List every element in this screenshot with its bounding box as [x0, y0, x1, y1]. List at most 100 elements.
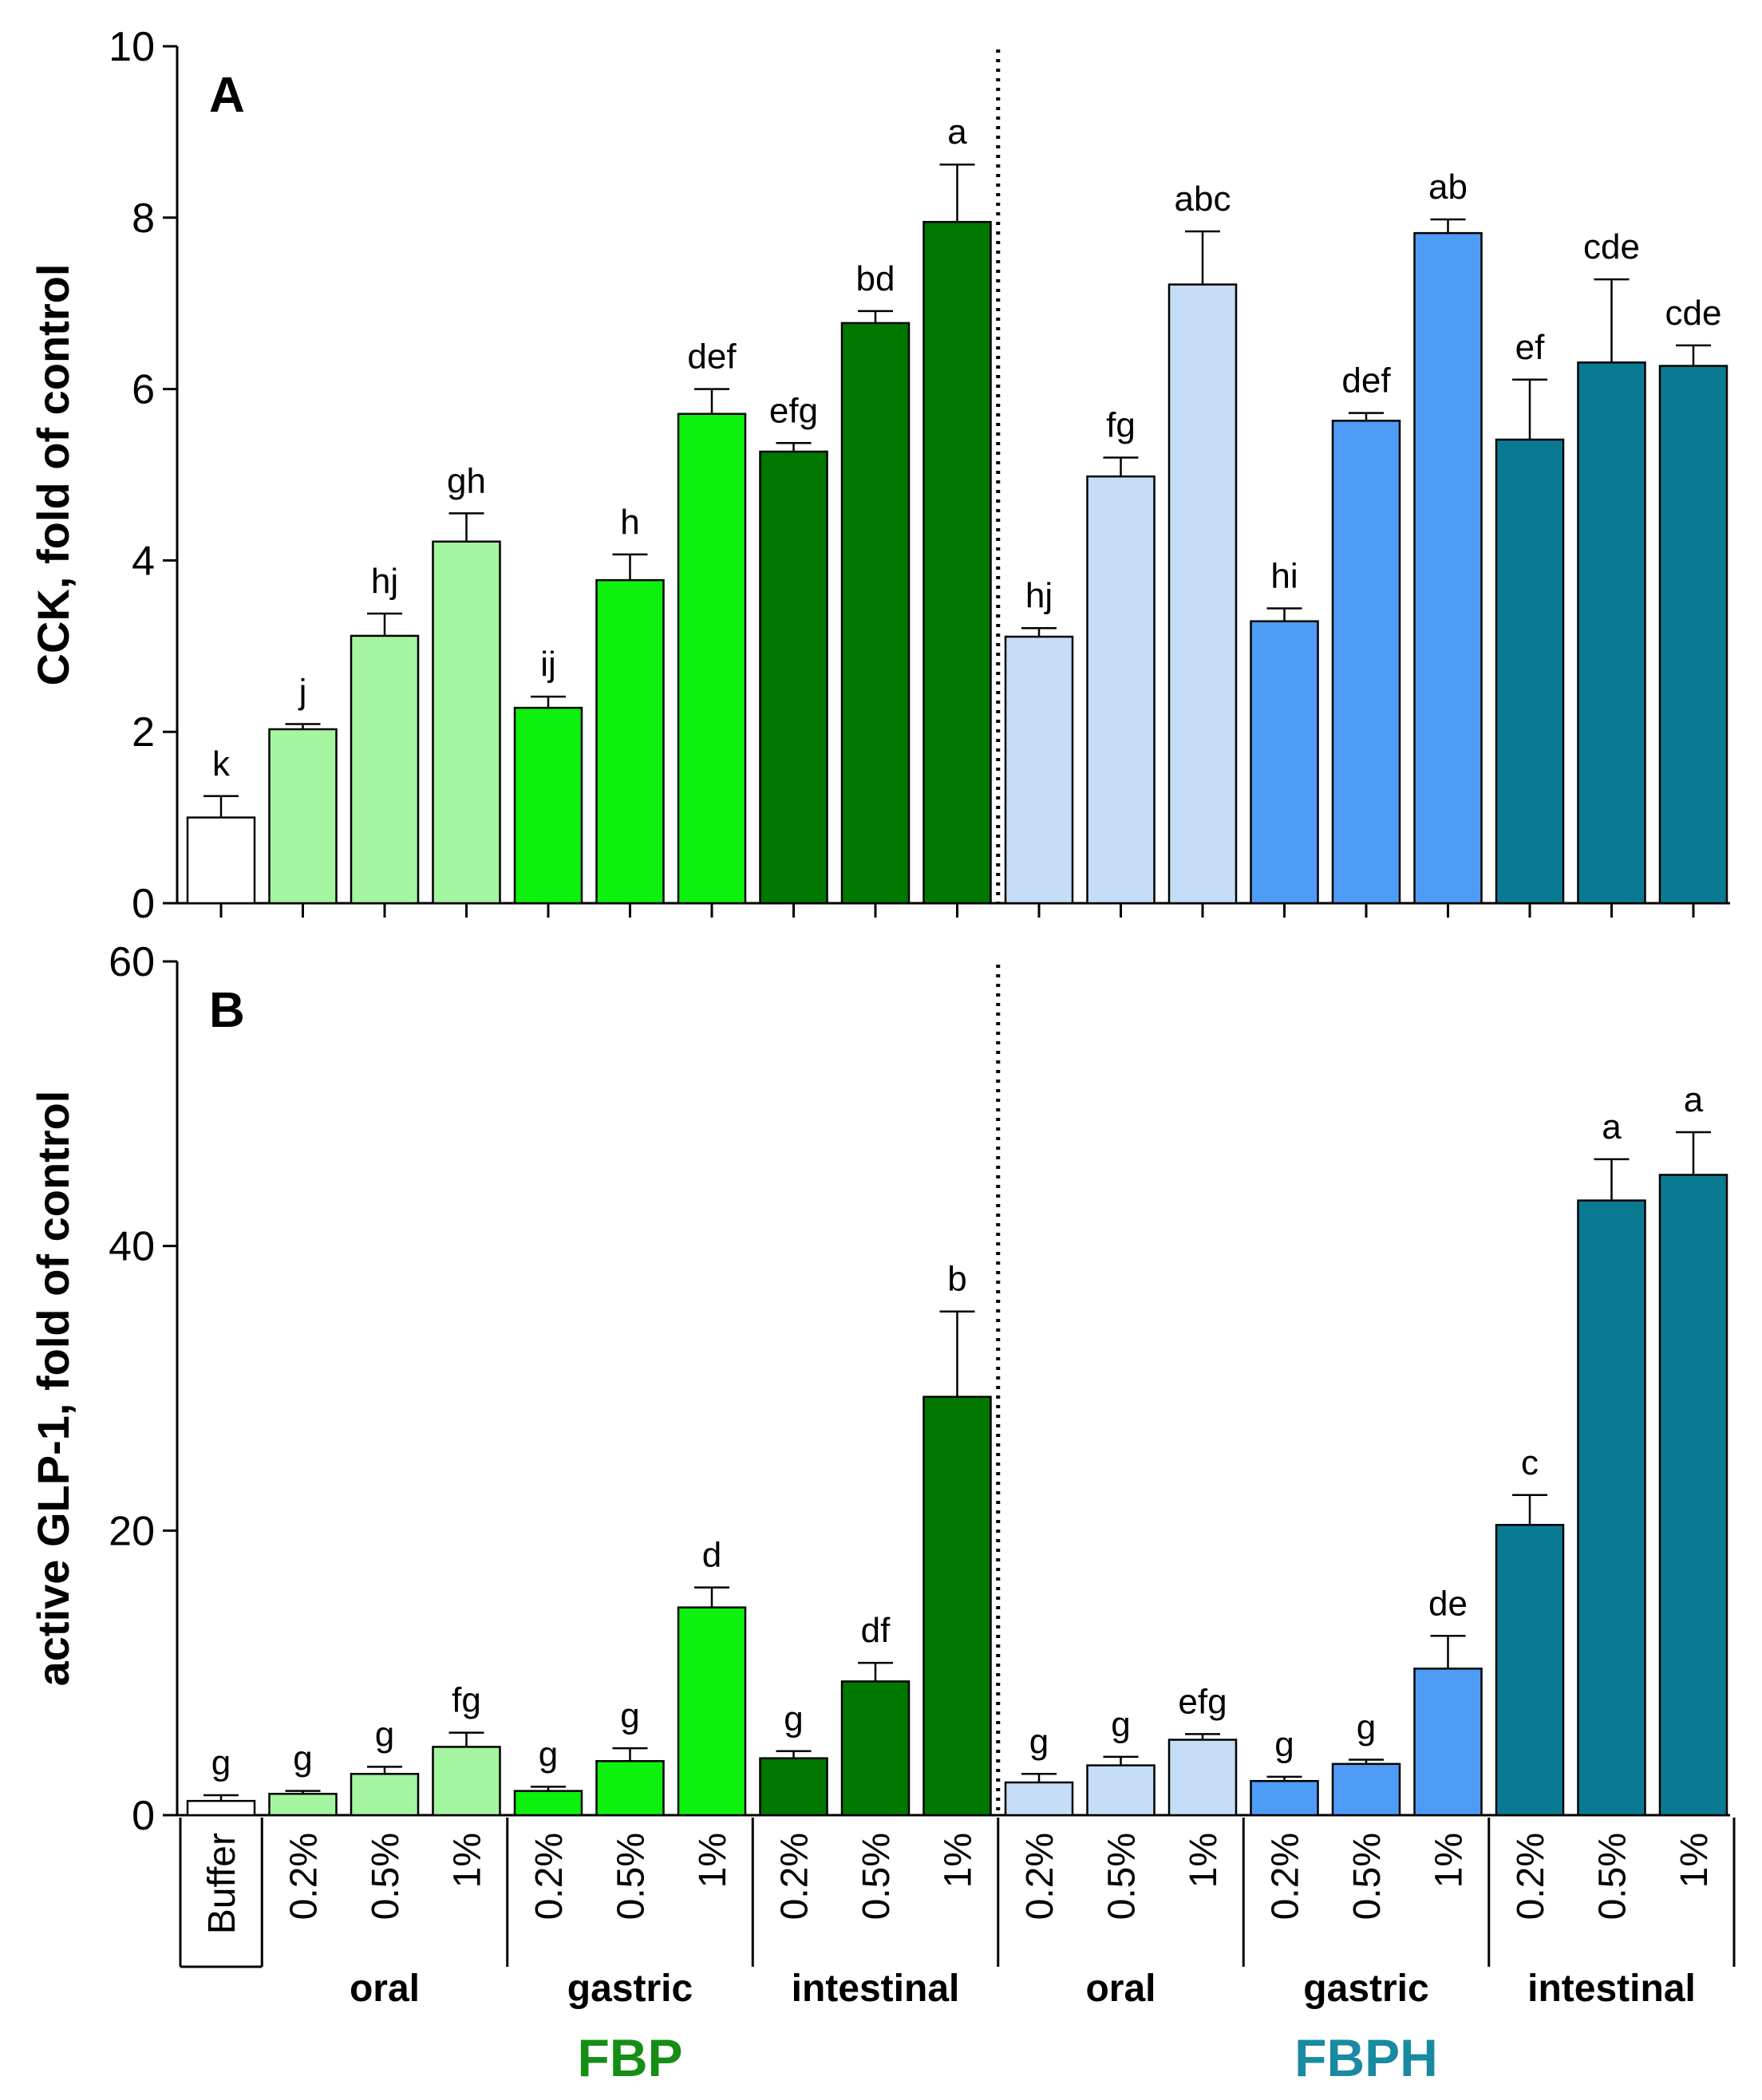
bar [1658, 365, 1728, 905]
significance-letter: hi [1270, 557, 1298, 596]
y-tick-label: 2 [132, 709, 155, 756]
category-label: 1% [447, 1833, 489, 1888]
bar [840, 1680, 911, 1817]
significance-letter: de [1428, 1584, 1468, 1623]
bar [1577, 1199, 1646, 1817]
significance-letter: ij [540, 645, 556, 684]
significance-letter: ab [1428, 168, 1468, 207]
significance-letter: g [1357, 1707, 1376, 1747]
significance-letter: g [1029, 1722, 1049, 1761]
bar [1495, 438, 1565, 905]
y-tick-label: 10 [109, 24, 155, 70]
significance-letter: g [293, 1739, 312, 1778]
bar [268, 728, 338, 905]
significance-letter: bd [856, 259, 895, 298]
bar [350, 634, 420, 905]
bar [1331, 420, 1401, 905]
product-label: FBP [578, 2028, 683, 2087]
bar [1413, 1668, 1483, 1817]
significance-letter: gh [447, 461, 486, 500]
category-label: 0.5% [610, 1833, 653, 1920]
bar [1004, 1781, 1074, 1817]
bar [759, 450, 828, 905]
bar [1250, 620, 1319, 905]
category-label: 1% [1673, 1833, 1716, 1888]
significance-letter: g [211, 1743, 231, 1782]
bar [1331, 1762, 1401, 1817]
significance-letter: a [1602, 1107, 1622, 1147]
bar [922, 220, 992, 905]
panel-b-glp1-chart: 0 20 40 60 active GLP-1, fold of control Bg g g… [28, 939, 1730, 1839]
stage-label: gastric [567, 1968, 693, 2010]
category-label: Buffer [201, 1833, 243, 1934]
stage-label: intestinal [1527, 1968, 1696, 2010]
bar [513, 706, 583, 905]
bar [432, 1746, 501, 1817]
bar [1004, 635, 1074, 905]
category-label: 0.5% [365, 1833, 407, 1920]
bar [1658, 1174, 1728, 1817]
bar [1167, 1739, 1238, 1817]
significance-letter: a [1684, 1080, 1704, 1119]
significance-letter: g [375, 1715, 394, 1754]
significance-letter: g [784, 1699, 803, 1739]
y-tick-label: 0 [132, 1793, 155, 1839]
category-label: 0.5% [1101, 1833, 1144, 1920]
bar [513, 1790, 583, 1817]
y-tick-label: 20 [109, 1508, 155, 1554]
bar [186, 816, 256, 905]
y-tick-label: 0 [132, 881, 155, 927]
bar [1167, 283, 1238, 905]
significance-letter: df [861, 1611, 891, 1650]
stage-label: oral [1085, 1968, 1156, 2010]
bar [268, 1793, 338, 1817]
category-label: 0.5% [855, 1833, 898, 1920]
bar [1577, 361, 1646, 905]
category-label: 0.5% [1592, 1833, 1634, 1920]
category-label: 0.2% [1265, 1833, 1307, 1920]
significance-letter: ef [1515, 328, 1545, 367]
significance-letter: d [702, 1536, 721, 1575]
bar [677, 412, 747, 905]
significance-letter: abc [1175, 180, 1231, 219]
significance-letter: h [620, 503, 639, 542]
y-tick-label: 40 [109, 1224, 155, 1270]
y-axis-title: CCK, fold of control [28, 264, 78, 686]
category-label: 0.2% [1510, 1833, 1552, 1920]
significance-letter: a [947, 112, 967, 152]
bar [1086, 1764, 1156, 1817]
significance-letter: def [1341, 361, 1391, 401]
category-label: 1% [1428, 1833, 1471, 1888]
significance-letter: cde [1583, 227, 1640, 266]
panel-label: A [209, 68, 245, 123]
significance-letter: b [947, 1260, 966, 1299]
y-tick-label: 4 [132, 538, 155, 584]
y-tick-label: 8 [132, 195, 155, 242]
significance-letter: efg [769, 391, 818, 430]
category-label: 0.2% [774, 1833, 816, 1920]
significance-letter: j [298, 673, 307, 712]
bar [922, 1395, 992, 1817]
y-tick-label: 60 [109, 939, 155, 985]
bar [595, 578, 665, 905]
bar [1413, 231, 1483, 905]
category-label: 1% [1183, 1833, 1225, 1888]
x-axis-group-labels: Buffer 0.2% 0.5% 1% 0.2% 0.5% 1% 0.2% 0.5% 1% 0.2%… [179, 1818, 1736, 2087]
significance-letter: cde [1665, 294, 1722, 333]
bar [1495, 1523, 1565, 1817]
significance-letter: def [687, 338, 737, 377]
category-label: 0.2% [283, 1833, 326, 1920]
bar [186, 1799, 256, 1817]
category-label: 0.2% [528, 1833, 571, 1920]
significance-letter: c [1521, 1443, 1539, 1482]
panel-a-cck-chart: 0 2 4 6 8 10 CCK, fold of control Ak j hj gh ij h def… [28, 24, 1730, 927]
bar [1086, 475, 1156, 905]
category-label: 0.2% [1019, 1833, 1061, 1920]
category-label: 1% [938, 1833, 980, 1888]
bar [1250, 1779, 1319, 1817]
stage-label: oral [350, 1968, 420, 2010]
significance-letter: g [539, 1735, 558, 1774]
significance-letter: hj [1025, 576, 1053, 615]
significance-letter: k [212, 744, 231, 784]
